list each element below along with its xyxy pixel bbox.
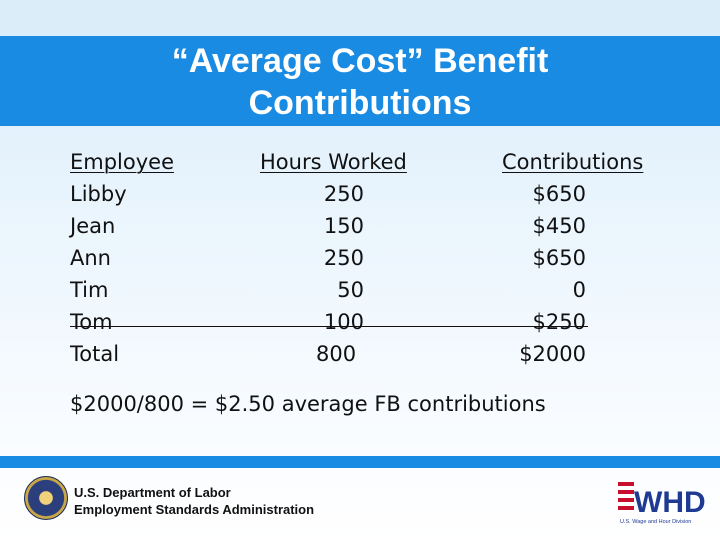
whd-logo-icon: WHD U.S. Wage and Hour Division: [616, 476, 706, 526]
average-formula: $2000/800 = $2.50 average FB contributio…: [70, 392, 546, 416]
hours-cell: 800: [300, 338, 364, 370]
contributions-header-wrap: Contributions: [502, 146, 643, 178]
hours-cell: 100: [300, 306, 364, 338]
contributions-column: $650 $450 $650 0 $250 $2000: [480, 178, 586, 370]
employee-cell: Tom: [70, 306, 174, 338]
dol-seal-icon: [24, 476, 68, 520]
contributions-header: Contributions: [502, 146, 643, 178]
department-name: U.S. Department of Labor Employment Stan…: [74, 484, 314, 518]
contribution-cell: $650: [480, 178, 586, 210]
total-rule: [70, 326, 588, 327]
employee-cell: Total: [70, 338, 174, 370]
contribution-cell: $250: [480, 306, 586, 338]
employee-column: Employee Libby Jean Ann Tim Tom Total: [70, 146, 174, 370]
hours-header: Hours Worked: [260, 146, 407, 178]
hours-column: 250 150 250 50 100 800: [300, 178, 364, 370]
dept-line-2: Employment Standards Administration: [74, 501, 314, 518]
hours-cell: 250: [300, 178, 364, 210]
contribution-cell: 0: [480, 274, 586, 306]
whd-logo-caption: U.S. Wage and Hour Division: [620, 519, 691, 525]
dept-line-1: U.S. Department of Labor: [74, 484, 314, 501]
contribution-cell: $450: [480, 210, 586, 242]
employee-cell: Jean: [70, 210, 174, 242]
whd-logo-text: WHD: [634, 486, 706, 519]
slide-title: “Average Cost” Benefit Contributions: [0, 40, 720, 124]
employee-header: Employee: [70, 146, 174, 178]
title-line-1: “Average Cost” Benefit: [0, 40, 720, 82]
hours-cell: 250: [300, 242, 364, 274]
contribution-cell: $650: [480, 242, 586, 274]
hours-header-wrap: Hours Worked: [260, 146, 407, 178]
contribution-cell: $2000: [480, 338, 586, 370]
title-line-2: Contributions: [0, 82, 720, 124]
footer-bar: [0, 456, 720, 468]
employee-cell: Ann: [70, 242, 174, 274]
top-strip: [0, 0, 720, 36]
employee-cell: Libby: [70, 178, 174, 210]
hours-cell: 150: [300, 210, 364, 242]
employee-cell: Tim: [70, 274, 174, 306]
hours-cell: 50: [300, 274, 364, 306]
